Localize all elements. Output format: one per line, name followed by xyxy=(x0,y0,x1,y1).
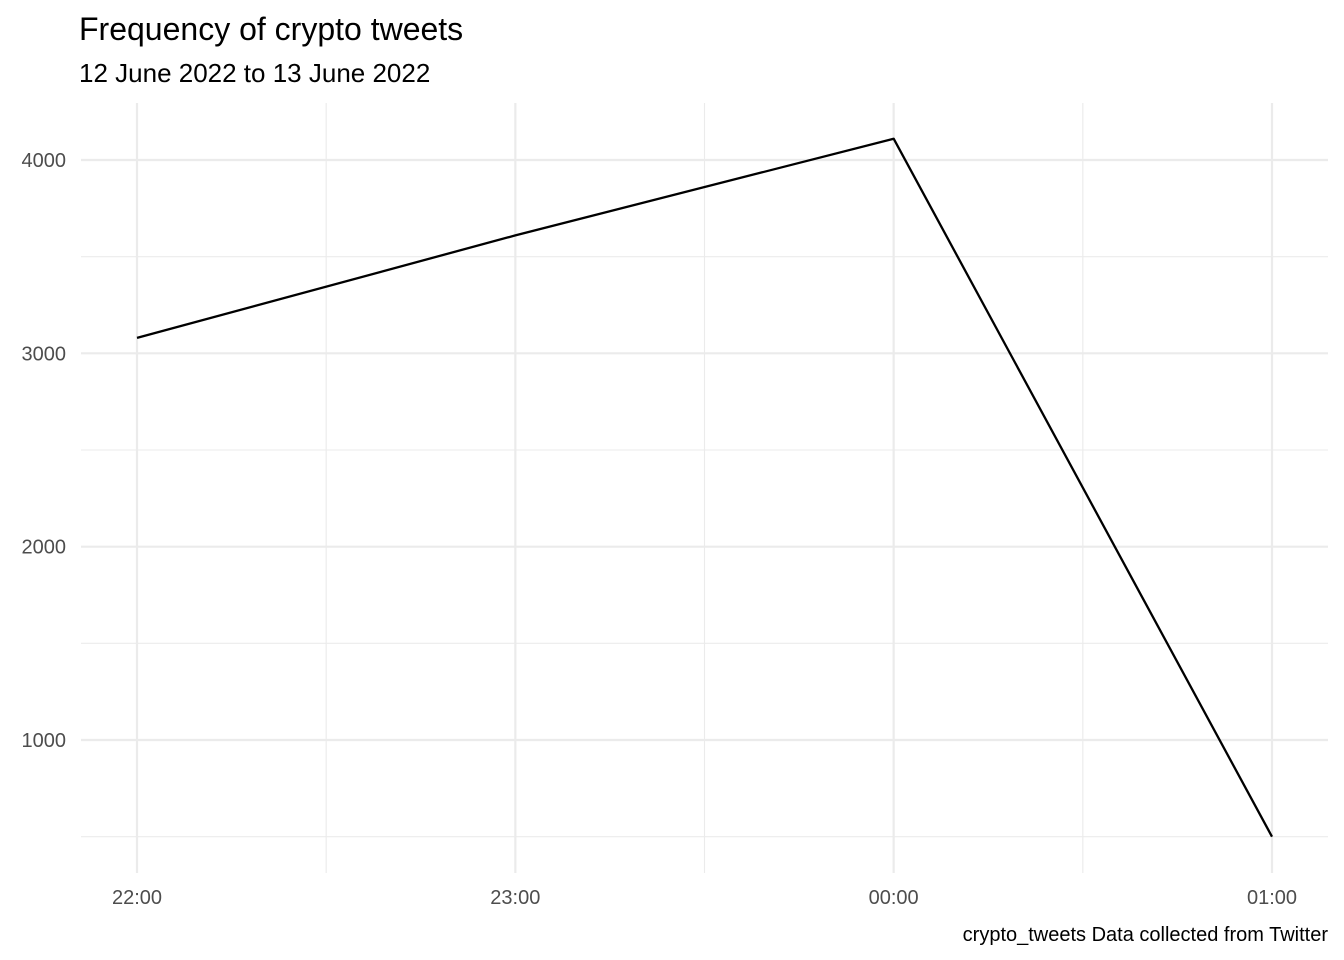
y-tick-label: 4000 xyxy=(22,150,67,172)
chart-caption: crypto_tweets Data collected from Twitte… xyxy=(963,924,1329,946)
x-tick-label: 01:00 xyxy=(1247,887,1297,909)
chart-title: Frequency of crypto tweets xyxy=(79,11,463,47)
x-tick-label: 23:00 xyxy=(490,887,540,909)
grid-lines xyxy=(81,103,1328,873)
y-tick-label: 2000 xyxy=(22,537,67,559)
y-axis-tick-labels: 1000 2000 3000 4000 xyxy=(22,150,67,752)
chart-subtitle: 12 June 2022 to 13 June 2022 xyxy=(79,58,430,88)
series-layer xyxy=(136,137,1274,838)
series-line xyxy=(136,137,1274,838)
y-tick-label: 3000 xyxy=(22,343,67,365)
x-axis-tick-labels: 22:00 23:00 00:00 01:00 xyxy=(112,887,1297,909)
x-tick-label: 22:00 xyxy=(112,887,162,909)
x-tick-label: 00:00 xyxy=(869,887,919,909)
y-tick-label: 1000 xyxy=(22,730,67,752)
